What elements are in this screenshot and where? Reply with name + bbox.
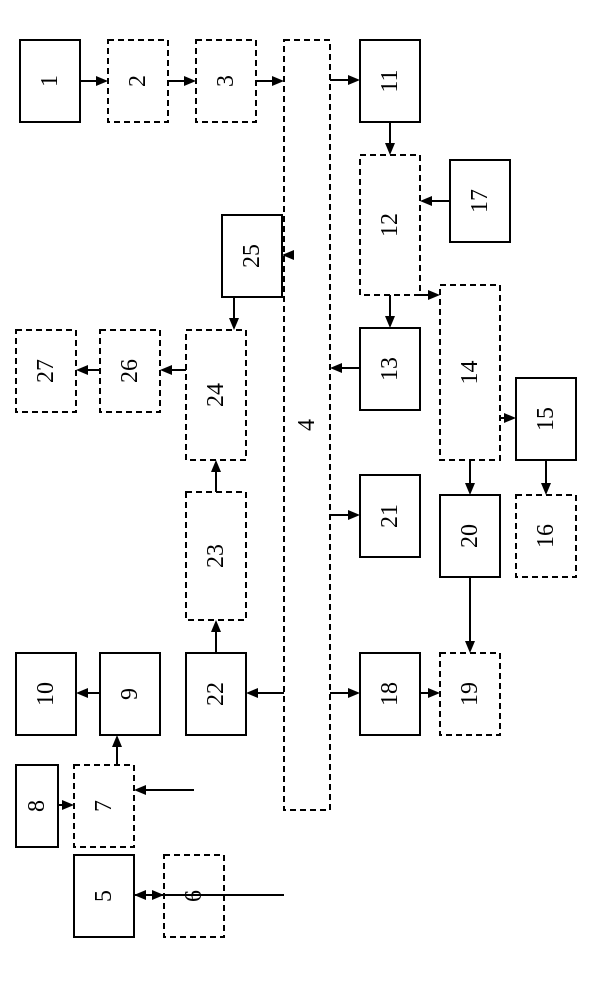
node-label-25: 25 xyxy=(239,244,265,268)
node-label-4: 4 xyxy=(294,419,320,431)
node-label-10: 10 xyxy=(33,682,59,706)
node-label-15: 15 xyxy=(533,407,559,431)
node-label-22: 22 xyxy=(203,682,229,706)
node-label-20: 20 xyxy=(457,524,483,548)
node-label-23: 23 xyxy=(203,544,229,568)
node-label-13: 13 xyxy=(377,357,403,381)
node-label-16: 16 xyxy=(533,524,559,548)
node-label-27: 27 xyxy=(33,359,59,383)
node-label-12: 12 xyxy=(377,213,403,237)
node-label-3: 3 xyxy=(213,75,239,87)
node-label-9: 9 xyxy=(117,688,143,700)
node-label-26: 26 xyxy=(117,359,143,383)
node-label-17: 17 xyxy=(467,189,493,213)
node-label-21: 21 xyxy=(377,504,403,528)
node-label-8: 8 xyxy=(24,800,50,812)
node-label-19: 19 xyxy=(457,682,483,706)
node-label-18: 18 xyxy=(377,682,403,706)
node-label-1: 1 xyxy=(37,75,63,87)
node-label-14: 14 xyxy=(457,361,483,385)
canvas-bg xyxy=(0,0,593,1000)
node-label-11: 11 xyxy=(377,69,403,92)
node-label-2: 2 xyxy=(125,75,151,87)
node-label-7: 7 xyxy=(91,800,117,812)
node-label-5: 5 xyxy=(91,890,117,902)
node-label-24: 24 xyxy=(203,383,229,407)
